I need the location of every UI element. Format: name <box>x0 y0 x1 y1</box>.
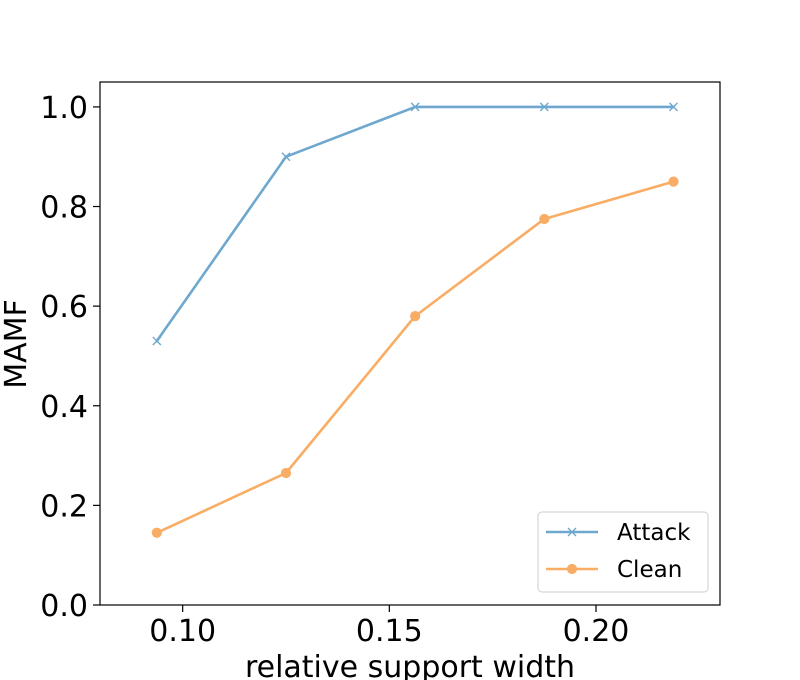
series-layer <box>151 102 679 538</box>
y-tick-label: 0.0 <box>40 589 88 624</box>
legend: Attack Clean <box>537 511 709 593</box>
x-axis: 0.10 0.15 0.20 <box>149 605 629 649</box>
data-point-clean <box>280 467 292 479</box>
data-point-clean <box>410 311 421 322</box>
y-tick-label: 1.0 <box>40 91 88 126</box>
x-tick-label: 0.15 <box>356 614 423 649</box>
x-axis-title: relative support width <box>245 650 575 680</box>
y-tick-label: 0.8 <box>40 191 88 226</box>
legend-item-attack: Attack <box>546 520 691 546</box>
x-tick-label: 0.20 <box>563 614 630 649</box>
data-point-attack <box>539 102 549 112</box>
y-tick-label: 0.6 <box>40 290 88 325</box>
data-point-attack <box>281 152 291 162</box>
legend-label-attack: Attack <box>617 520 691 546</box>
series-clean <box>151 176 679 538</box>
data-point-clean <box>668 176 679 187</box>
data-point-attack <box>669 102 678 112</box>
y-axis-title: MAMF <box>0 299 34 389</box>
y-tick-label: 0.2 <box>40 489 88 524</box>
legend-marker-attack <box>567 527 577 537</box>
legend-marker-clean <box>566 563 578 575</box>
x-tick-label: 0.10 <box>149 614 216 649</box>
data-point-clean <box>151 527 162 538</box>
data-point-attack <box>152 336 162 346</box>
series-attack <box>152 102 678 346</box>
data-point-clean <box>539 213 550 225</box>
y-tick-label: 0.4 <box>40 390 88 425</box>
y-axis: 0.0 0.2 0.4 0.6 0.8 1.0 <box>40 91 100 624</box>
data-point-attack <box>410 102 420 112</box>
legend-item-clean: Clean <box>546 557 682 583</box>
legend-items: Attack Clean <box>546 520 691 583</box>
legend-label-clean: Clean <box>617 557 682 583</box>
